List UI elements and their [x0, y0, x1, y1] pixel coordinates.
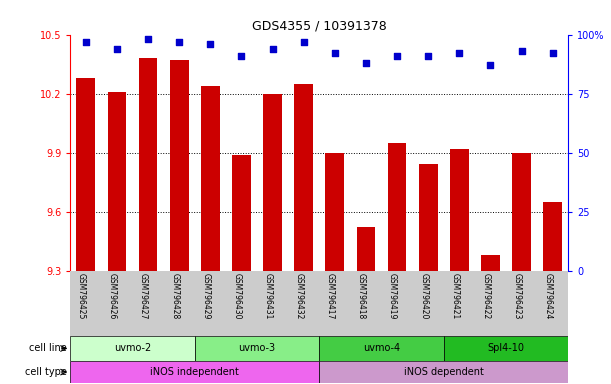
Text: GSM796429: GSM796429 — [201, 273, 210, 319]
Text: cell line: cell line — [29, 343, 67, 354]
Text: uvmo-2: uvmo-2 — [114, 343, 151, 354]
Point — [361, 60, 371, 66]
Bar — [232, 155, 251, 271]
Point — [548, 50, 558, 56]
Bar — [543, 202, 562, 271]
Bar — [481, 255, 500, 271]
Text: GSM796431: GSM796431 — [263, 273, 273, 319]
Text: GSM796426: GSM796426 — [108, 273, 117, 319]
Text: iNOS dependent: iNOS dependent — [404, 367, 484, 377]
Bar — [295, 84, 313, 271]
Text: GSM796424: GSM796424 — [544, 273, 553, 319]
Text: GSM796425: GSM796425 — [77, 273, 86, 319]
Point — [517, 48, 527, 54]
Bar — [201, 86, 220, 271]
Point — [330, 50, 340, 56]
Point — [455, 50, 464, 56]
Text: cell type: cell type — [25, 367, 67, 377]
Point — [268, 46, 277, 52]
Point — [392, 53, 402, 59]
Text: GSM796420: GSM796420 — [419, 273, 428, 319]
Bar — [139, 58, 158, 271]
Bar — [170, 60, 189, 271]
Text: GSM796419: GSM796419 — [388, 273, 397, 319]
Text: uvmo-3: uvmo-3 — [238, 343, 276, 354]
Bar — [357, 227, 375, 271]
Point — [112, 46, 122, 52]
Point — [486, 62, 496, 68]
Point — [81, 38, 90, 45]
Bar — [388, 143, 406, 271]
Bar — [450, 149, 469, 271]
Text: Spl4-10: Spl4-10 — [488, 343, 524, 354]
Bar — [70, 336, 195, 361]
Bar — [108, 92, 126, 271]
Text: GSM796418: GSM796418 — [357, 273, 366, 319]
Bar — [263, 94, 282, 271]
Bar — [195, 336, 320, 361]
Bar — [512, 153, 531, 271]
Text: iNOS independent: iNOS independent — [150, 367, 239, 377]
Bar — [70, 361, 320, 383]
Text: GSM796422: GSM796422 — [481, 273, 491, 319]
Bar — [326, 153, 344, 271]
Text: uvmo-4: uvmo-4 — [363, 343, 400, 354]
Title: GDS4355 / 10391378: GDS4355 / 10391378 — [252, 19, 387, 32]
Bar — [320, 336, 444, 361]
Bar — [76, 78, 95, 271]
Point — [143, 36, 153, 42]
Point — [236, 53, 246, 59]
Point — [205, 41, 215, 47]
Text: GSM796417: GSM796417 — [326, 273, 335, 319]
Text: GSM796430: GSM796430 — [232, 273, 241, 319]
Text: GSM796428: GSM796428 — [170, 273, 179, 319]
Bar — [419, 164, 437, 271]
Text: GSM796421: GSM796421 — [450, 273, 459, 319]
Text: GSM796423: GSM796423 — [513, 273, 522, 319]
Bar — [320, 361, 568, 383]
Text: GSM796427: GSM796427 — [139, 273, 148, 319]
Point — [423, 53, 433, 59]
Point — [299, 38, 309, 45]
Text: GSM796432: GSM796432 — [295, 273, 304, 319]
Bar — [444, 336, 568, 361]
Point — [174, 38, 184, 45]
